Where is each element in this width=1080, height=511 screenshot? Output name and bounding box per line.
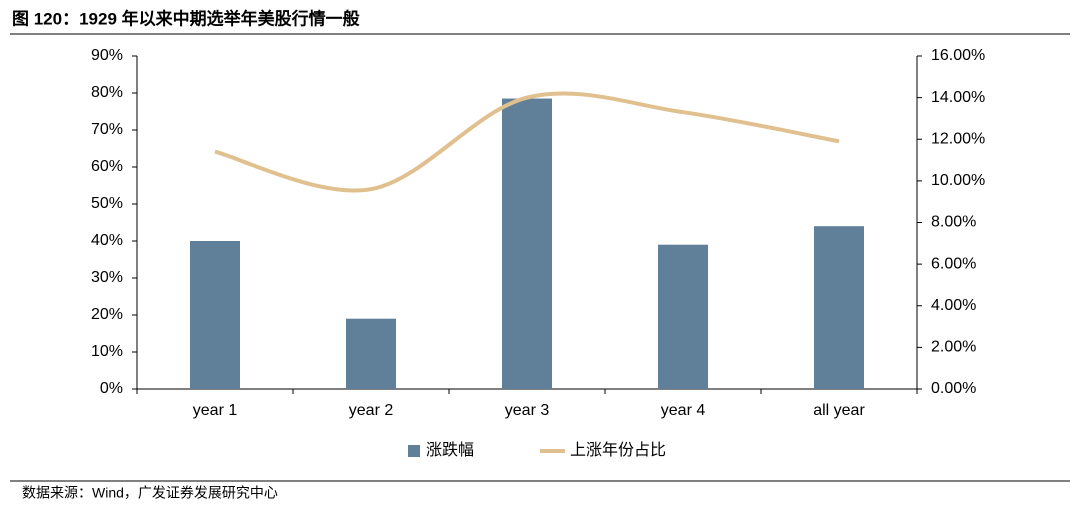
y2-tick-label: 4.00% <box>931 297 976 314</box>
y-tick-label: 20% <box>91 306 123 323</box>
line <box>214 91 840 193</box>
y2-tick-label: 12.00% <box>931 130 985 147</box>
y2-tick-label: 14.00% <box>931 89 985 106</box>
y-tick-label: 40% <box>91 232 123 249</box>
y-tick-label: 90% <box>91 47 123 64</box>
bar <box>346 318 396 389</box>
y-tick-label: 80% <box>91 84 123 101</box>
bar <box>814 226 864 389</box>
x-tick-label: year 2 <box>349 402 394 419</box>
y-tick-label: 60% <box>91 158 123 175</box>
x-tick-label: year 3 <box>505 402 550 419</box>
source: 数据来源：Wind，广发证券发展研究中心 <box>22 485 278 501</box>
x-tick-label: year 4 <box>661 402 706 419</box>
chart-title: 图 120：1929 年以来中期选举年美股行情一般 <box>12 8 360 28</box>
y2-tick-label: 2.00% <box>931 339 976 356</box>
legend-swatch <box>408 445 420 457</box>
y-tick-label: 50% <box>91 195 123 212</box>
y2-tick-label: 10.00% <box>931 172 985 189</box>
x-tick-label: all year <box>813 402 865 419</box>
y-tick-label: 70% <box>91 121 123 138</box>
legend-label: 涨跌幅 <box>426 441 474 459</box>
y2-tick-label: 6.00% <box>931 255 976 272</box>
legend-label: 上涨年份占比 <box>570 441 666 459</box>
bar <box>658 244 708 389</box>
y2-tick-label: 16.00% <box>931 47 985 64</box>
bar <box>502 98 552 390</box>
y-tick-label: 10% <box>91 343 123 360</box>
y2-tick-label: 0.00% <box>931 380 976 397</box>
y2-tick-label: 8.00% <box>931 214 976 231</box>
y-tick-label: 0% <box>100 380 123 397</box>
y-tick-label: 30% <box>91 269 123 286</box>
x-tick-label: year 1 <box>193 402 238 419</box>
bar <box>190 241 240 389</box>
